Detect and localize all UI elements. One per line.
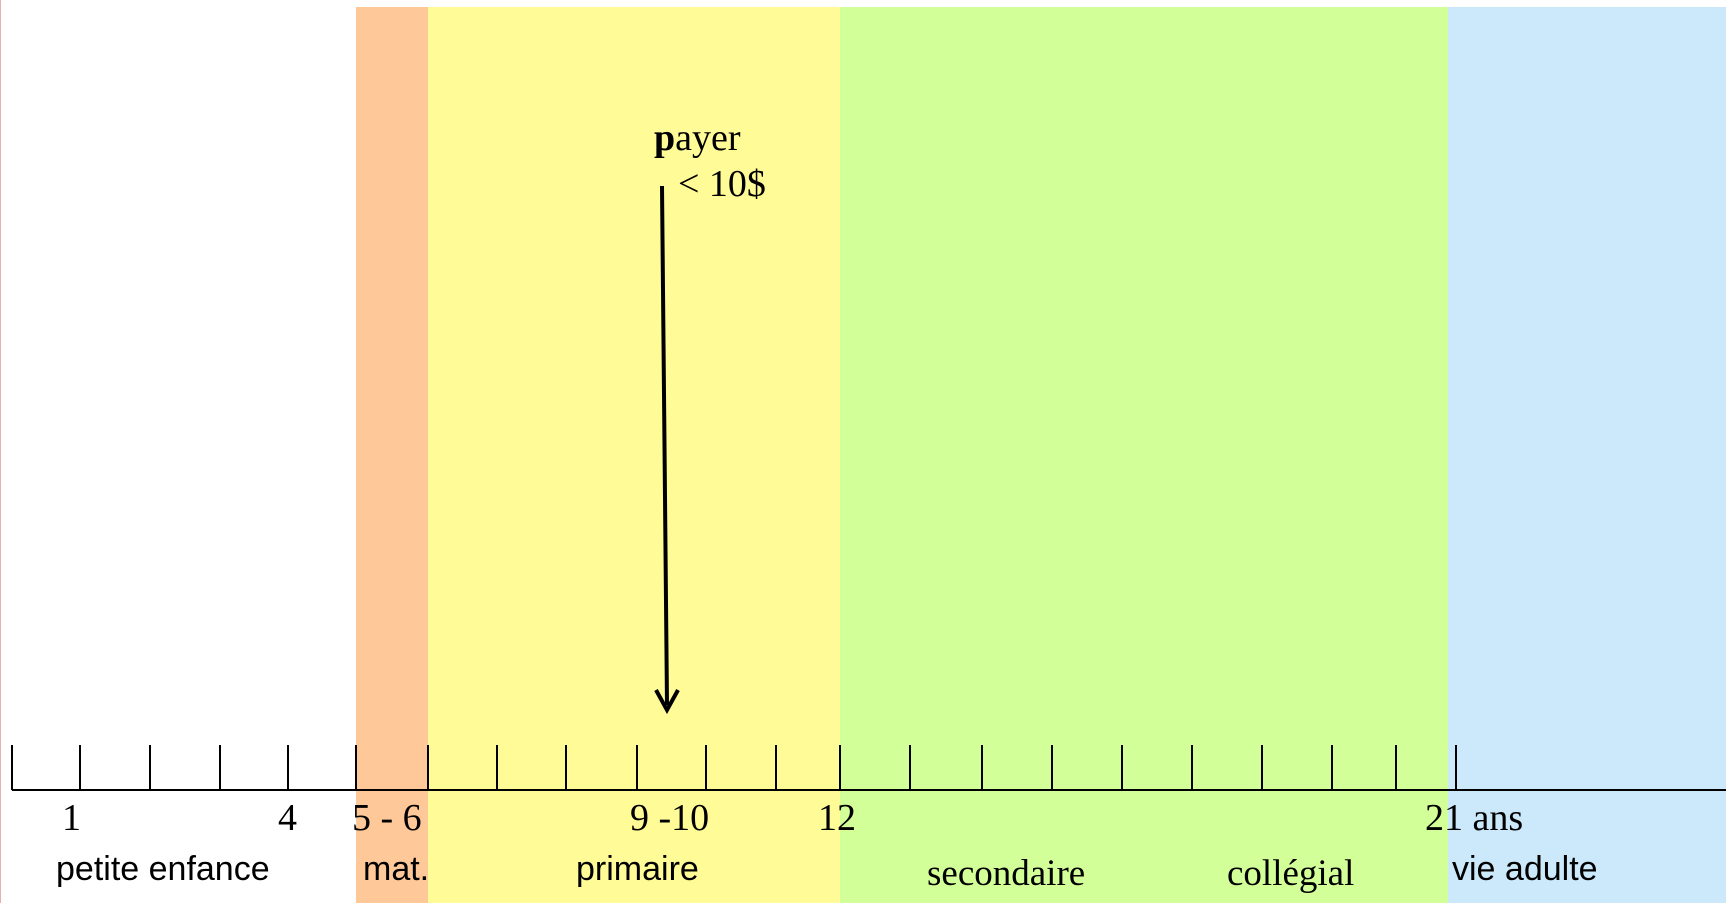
- band-vie-adulte: [1448, 7, 1726, 903]
- band-secondaire-collegial: [840, 7, 1448, 903]
- stage-primaire: primaire: [576, 850, 699, 888]
- payer-amount: < 10$: [678, 162, 766, 205]
- left-border-line: [0, 0, 1, 903]
- arrow-head: [654, 689, 680, 715]
- age-label-1: 1: [62, 797, 81, 839]
- age-label-21-ans: 21 ans: [1425, 797, 1524, 839]
- age-label-9-10: 9 -10: [630, 797, 710, 839]
- stage-secondaire: secondaire: [927, 853, 1086, 894]
- stage-petite-enfance: petite enfance: [56, 850, 270, 888]
- payer-annotation: payer < 10$: [654, 116, 766, 207]
- band-maternelle: [356, 7, 428, 903]
- payer-word-rest: ayer: [675, 117, 741, 159]
- age-label-5-6: 5 - 6: [352, 797, 422, 839]
- stage-collegial: collégial: [1227, 853, 1355, 894]
- stage-maternelle: mat.: [363, 850, 430, 888]
- age-label-4: 4: [278, 797, 297, 839]
- arrow-shaft: [660, 185, 669, 706]
- stage-vie-adulte: vie adulte: [1452, 850, 1598, 888]
- payer-bold-letter: p: [654, 117, 676, 159]
- tick-marks: [11, 745, 1457, 790]
- age-label-12: 12: [818, 797, 856, 839]
